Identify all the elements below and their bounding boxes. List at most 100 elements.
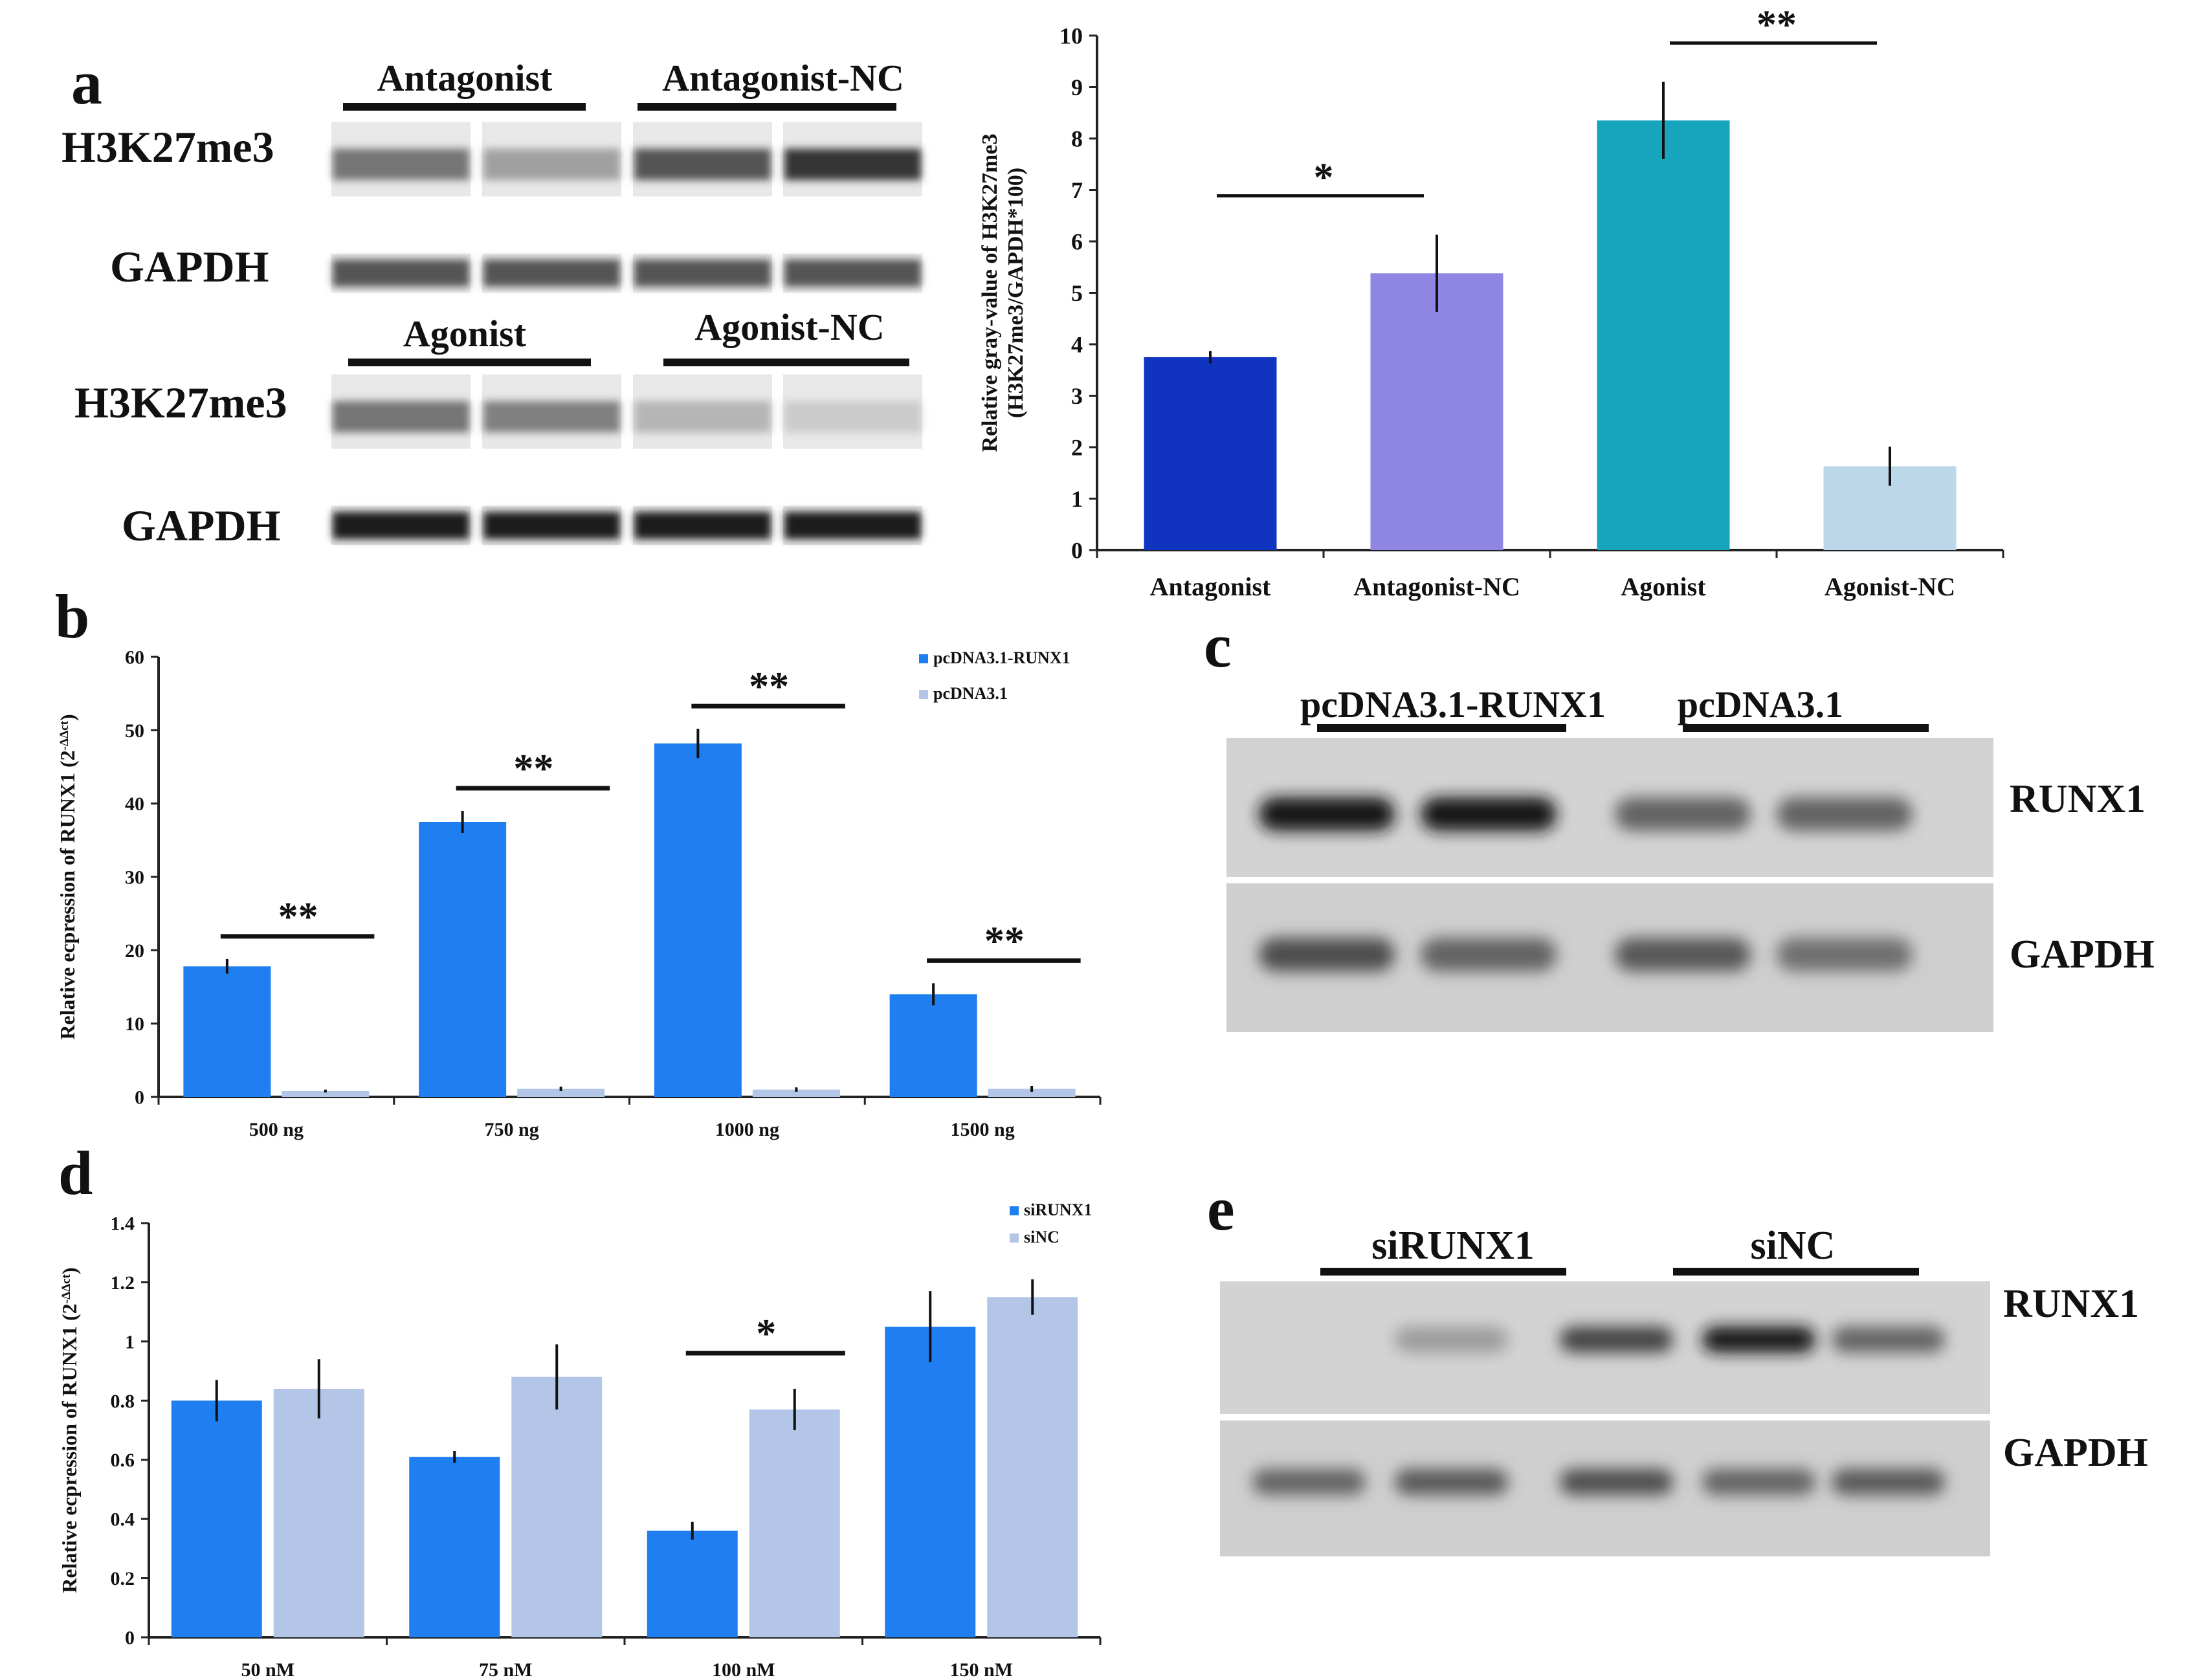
blot-band bbox=[483, 148, 620, 181]
y-axis-label: Relative ecpression of RUNX1 (2-ΔΔct) bbox=[58, 1267, 81, 1593]
blot-band bbox=[784, 148, 921, 181]
bar bbox=[1597, 120, 1730, 551]
y-tick-label: 1 bbox=[125, 1331, 135, 1353]
x-tick-label: Antagonist-NC bbox=[1353, 572, 1520, 601]
blot-band bbox=[1615, 797, 1751, 831]
y-axis-label: Relative gray-value of H3K27me3 bbox=[978, 134, 1002, 452]
blot-e-band-label-runx1: RUNX1 bbox=[2003, 1282, 2139, 1326]
x-tick-label: 150 nM bbox=[950, 1659, 1014, 1680]
significance-label: ** bbox=[749, 665, 789, 709]
bar bbox=[1370, 273, 1503, 550]
y-axis-label: Relative ecpression of RUNX1 (2-ΔΔct) bbox=[56, 714, 79, 1039]
chart-a: 0 1 2 3 4 5 6 7 8 9 10 Antagonist Antagonist-NC Agoni… bbox=[978, 3, 2004, 601]
bar bbox=[752, 1089, 840, 1097]
blot-band bbox=[1777, 938, 1913, 971]
bar bbox=[885, 1327, 976, 1637]
y-tick-label: 0.8 bbox=[111, 1391, 135, 1412]
y-tick-label: 0 bbox=[135, 1087, 144, 1109]
x-tick-label: 500 ng bbox=[249, 1119, 304, 1140]
panel-letter-b: b bbox=[55, 582, 89, 651]
significance-label: ** bbox=[984, 919, 1025, 963]
blot-a-row-label-2: GAPDH bbox=[110, 242, 269, 291]
blot-band bbox=[483, 401, 620, 433]
y-axis-label: (H3K27me3/GAPDH*100) bbox=[1004, 168, 1028, 418]
blot-a-group-agonist-nc: Agonist-NC bbox=[694, 306, 884, 348]
blot-band bbox=[483, 260, 620, 287]
blot-c-band-label-runx1: RUNX1 bbox=[2010, 777, 2146, 821]
legend-swatch bbox=[1010, 1206, 1019, 1215]
legend-label: pcDNA3.1-RUNX1 bbox=[933, 648, 1070, 667]
y-tick-label: 7 bbox=[1071, 177, 1083, 203]
y-tick-label: 60 bbox=[125, 647, 144, 669]
x-tick-label: 75 nM bbox=[479, 1659, 533, 1680]
chart-d: 0 0.2 0.4 0.6 0.8 1 1.2 1.4 50 nM 75 nM 100 nM 150 … bbox=[58, 1200, 1102, 1680]
blot-e-group-2: siNC bbox=[1751, 1224, 1836, 1268]
bar bbox=[511, 1376, 603, 1637]
bar bbox=[647, 1531, 738, 1637]
blot-band bbox=[1832, 1327, 1945, 1353]
y-tick-label: 0 bbox=[125, 1628, 135, 1649]
bar bbox=[889, 994, 977, 1097]
blot-band bbox=[1702, 1469, 1815, 1495]
y-tick-label: 0.4 bbox=[111, 1509, 135, 1531]
chart-b: 0 10 20 30 40 50 60 500 ng 750 ng 1000 ng 1500 ng R… bbox=[56, 647, 1102, 1140]
y-tick-label: 5 bbox=[1071, 280, 1083, 306]
panel-letter-d: d bbox=[58, 1138, 93, 1208]
blot-a-row-label-3: H3K27me3 bbox=[74, 378, 287, 427]
blot-band bbox=[634, 512, 771, 539]
bar bbox=[749, 1409, 840, 1637]
panel-letter-c: c bbox=[1204, 611, 1232, 680]
blot-c-band-label-gapdh: GAPDH bbox=[2010, 933, 2155, 977]
bar bbox=[987, 1297, 1078, 1637]
bar bbox=[282, 1090, 370, 1097]
blot-band bbox=[333, 260, 469, 287]
x-tick-label: 1000 ng bbox=[715, 1119, 779, 1140]
blot-band bbox=[1777, 797, 1913, 831]
x-tick-label: 50 nM bbox=[241, 1659, 295, 1680]
y-tick-label: 8 bbox=[1071, 126, 1083, 152]
blot-band bbox=[1421, 938, 1557, 971]
blot-band bbox=[1702, 1327, 1815, 1353]
y-tick-label: 9 bbox=[1071, 74, 1083, 100]
bar bbox=[988, 1089, 1076, 1097]
significance-label: * bbox=[1314, 156, 1334, 200]
bar bbox=[419, 822, 507, 1097]
blot-band bbox=[483, 512, 620, 539]
x-tick-label: Agonist-NC bbox=[1824, 572, 1955, 601]
blot-band bbox=[634, 260, 771, 287]
y-tick-label: 6 bbox=[1071, 229, 1083, 255]
x-tick-label: 750 ng bbox=[485, 1119, 539, 1140]
blot-a-row-label-4: GAPDH bbox=[122, 501, 281, 550]
blot-band bbox=[1395, 1327, 1508, 1353]
x-tick-label: 100 nM bbox=[712, 1659, 775, 1680]
legend-swatch bbox=[1010, 1233, 1019, 1243]
blot-a-group-antagonist-nc: Antagonist-NC bbox=[662, 57, 904, 99]
blot-band bbox=[1259, 938, 1395, 971]
panel-letter-a: a bbox=[71, 48, 102, 117]
legend-label: pcDNA3.1 bbox=[933, 684, 1008, 703]
blot-band bbox=[784, 401, 921, 433]
y-tick-label: 0.2 bbox=[111, 1568, 135, 1589]
blot-c-lanes bbox=[1259, 797, 1913, 971]
blot-band bbox=[333, 401, 469, 433]
blot-band bbox=[634, 148, 771, 181]
legend-label: siRUNX1 bbox=[1024, 1200, 1092, 1219]
y-tick-label: 10 bbox=[125, 1013, 144, 1035]
panel-a-blot: Antagonist Antagonist-NC Agonist Agonist… bbox=[61, 57, 922, 550]
bar bbox=[1144, 357, 1277, 550]
y-tick-label: 0.6 bbox=[111, 1450, 135, 1471]
blot-band bbox=[784, 260, 921, 287]
panel-letter-e: e bbox=[1207, 1174, 1235, 1243]
blot-band bbox=[1615, 938, 1751, 971]
blot-e-group-1: siRUNX1 bbox=[1371, 1224, 1534, 1268]
x-tick-label: 1500 ng bbox=[951, 1119, 1015, 1140]
significance-label: * bbox=[756, 1312, 776, 1356]
bar bbox=[171, 1400, 262, 1637]
bar bbox=[409, 1457, 500, 1637]
blot-a-lanes bbox=[331, 122, 922, 545]
legend-label: siNC bbox=[1024, 1228, 1059, 1246]
blot-band bbox=[784, 512, 921, 539]
blot-band bbox=[1252, 1469, 1366, 1495]
